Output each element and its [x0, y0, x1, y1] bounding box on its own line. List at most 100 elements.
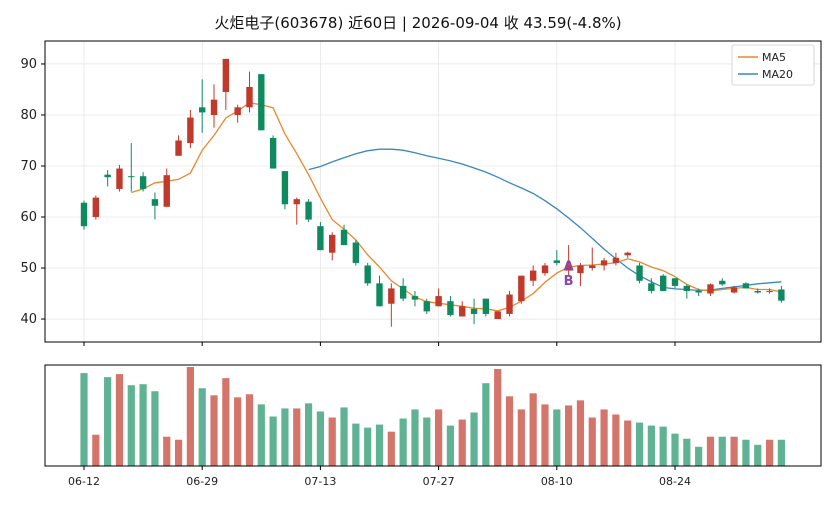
candle-body	[210, 99, 218, 115]
y-tick-label-90: 90	[20, 57, 37, 72]
volume-bar	[765, 439, 774, 466]
volume-bar	[458, 419, 466, 466]
candle	[399, 278, 407, 302]
candle	[719, 278, 726, 286]
volume-bar	[671, 433, 679, 466]
candle-body	[151, 199, 159, 206]
candle	[636, 262, 643, 284]
candle	[671, 278, 679, 289]
candle	[612, 252, 620, 266]
volume-bar	[328, 417, 336, 466]
candle-body	[293, 199, 300, 205]
candle-body	[340, 229, 348, 246]
volume-bar	[399, 418, 407, 466]
candle-body	[329, 234, 336, 253]
volume-bar	[659, 426, 667, 466]
candle-body	[506, 294, 513, 314]
candle	[423, 298, 430, 314]
y-tick-label-70: 70	[20, 159, 37, 174]
candle-body	[577, 265, 584, 274]
candle	[541, 262, 549, 276]
ma5-line	[131, 102, 782, 312]
candle	[199, 79, 206, 133]
marker-B: B	[564, 274, 574, 289]
volume-bar	[80, 373, 88, 466]
candle-body	[187, 117, 194, 144]
candle-body	[175, 140, 182, 156]
candle-body	[719, 280, 726, 285]
volume-bar	[683, 438, 691, 466]
candle	[482, 298, 490, 317]
candle-body	[600, 260, 608, 266]
candle-body	[80, 202, 88, 227]
volume-bar	[115, 374, 124, 466]
volume-bar	[198, 388, 206, 466]
legend: MA5 MA20	[731, 44, 815, 86]
candle	[234, 104, 241, 123]
candle	[222, 58, 230, 110]
legend-box	[731, 44, 815, 86]
volume-bar	[375, 424, 384, 466]
candle	[695, 288, 702, 297]
candle	[352, 239, 360, 266]
candle-body	[388, 288, 395, 304]
candle-body	[742, 283, 750, 289]
candle	[730, 285, 738, 294]
volume-bar	[706, 436, 715, 466]
candle	[600, 257, 608, 271]
volume-bar	[364, 427, 372, 466]
candle-body	[553, 260, 560, 263]
candle-body	[305, 201, 312, 220]
candle-body	[529, 270, 537, 281]
x-tick-label-07-27: 07-27	[423, 475, 455, 488]
candle-body	[246, 86, 253, 108]
volume-panel: 06-12 06-29 07-13 07-27 08-10 08-24	[44, 364, 822, 488]
candle	[624, 251, 631, 258]
volume-bar	[340, 407, 348, 466]
candle	[659, 274, 667, 291]
volume-bar	[304, 403, 313, 466]
candle-body	[648, 283, 655, 291]
volume-bar	[600, 409, 608, 466]
volume-bar	[281, 408, 289, 466]
candle-body	[234, 107, 241, 115]
candle	[506, 290, 513, 317]
candle	[435, 288, 442, 307]
candle-body	[116, 168, 123, 189]
candle-body	[376, 283, 383, 307]
volume-bar	[635, 422, 644, 466]
y-tick-label-80: 80	[20, 108, 37, 123]
marker-A: A	[564, 259, 574, 274]
volume-bar	[186, 367, 194, 466]
y-tick-label-40: 40	[20, 312, 37, 327]
candle-body	[494, 311, 501, 320]
chart-title: 火炬电子(603678) 近60日 | 2026-09-04 收 43.59(-…	[214, 14, 621, 32]
volume-bar	[553, 409, 561, 466]
candle-body	[447, 301, 454, 315]
candle-body	[92, 197, 100, 218]
candle	[470, 298, 478, 325]
y-tick-label-50: 50	[20, 261, 37, 276]
candle	[648, 278, 655, 294]
candle	[116, 164, 123, 192]
candle-body	[399, 285, 407, 299]
candle-body	[730, 287, 738, 293]
candle	[329, 232, 336, 261]
volume-bar	[588, 417, 596, 466]
price-grid	[45, 41, 821, 342]
x-tick-label-07-13: 07-13	[304, 475, 336, 488]
candle-body	[269, 137, 277, 169]
candle	[175, 135, 182, 156]
volume-bar	[541, 404, 549, 466]
volume-bar	[104, 377, 112, 466]
candle	[281, 171, 289, 210]
candle	[104, 170, 111, 187]
candle-body	[459, 306, 466, 317]
candle-body	[163, 175, 170, 207]
volume-x-ticks: 06-12 06-29 07-13 07-27 08-10 08-24	[68, 466, 691, 488]
candle	[163, 168, 170, 207]
moving-averages	[131, 102, 782, 312]
volume-bar	[245, 394, 254, 466]
volume-bar	[151, 391, 159, 466]
volume-bar	[565, 405, 573, 466]
